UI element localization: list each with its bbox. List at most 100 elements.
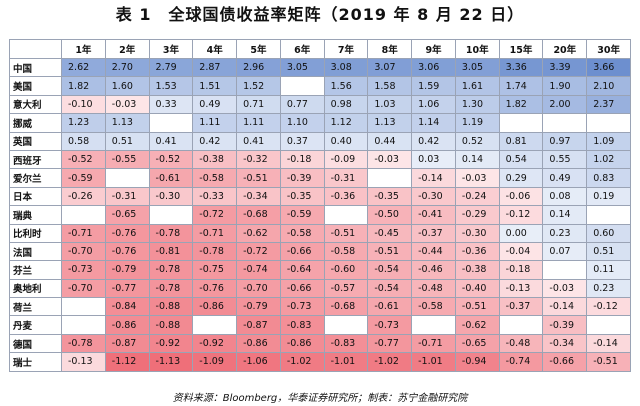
yield-cell: -0.71 — [411, 333, 456, 354]
yield-cell — [323, 205, 369, 225]
yield-cell: -1.12 — [104, 352, 150, 372]
yield-cell: -0.74 — [498, 352, 544, 372]
yield-cell: -0.60 — [323, 260, 369, 280]
yield-cell: 1.30 — [454, 94, 500, 115]
yield-cell: 1.14 — [411, 113, 456, 133]
yield-cell: -0.61 — [367, 297, 413, 317]
yield-cell: -0.78 — [148, 260, 194, 280]
yield-cell — [542, 113, 588, 133]
yield-cell: 0.44 — [367, 131, 413, 151]
yield-cell: -0.65 — [104, 205, 150, 225]
column-header: 6年 — [279, 39, 325, 59]
table-row: 瑞士 -0.13 -1.12 -1.13 -1.09 -1.06 -1.02 -1.01 -1.… — [9, 352, 631, 372]
yield-cell: -0.45 — [367, 223, 413, 243]
yield-cell: -0.73 — [61, 260, 106, 280]
yield-cell — [586, 205, 631, 225]
row-country-label: 丹麦 — [9, 315, 62, 335]
yield-cell — [279, 76, 325, 96]
yield-cell: 0.97 — [542, 131, 588, 151]
yield-cell: -0.77 — [367, 333, 413, 354]
column-header: 10年 — [454, 39, 500, 59]
table-row: 中国 2.62 2.70 2.79 2.87 2.96 3.05 3.08 3.07 3.06 3.… — [9, 57, 631, 78]
header-corner — [9, 39, 62, 59]
row-country-label: 奥地利 — [9, 278, 62, 299]
yield-cell: 0.49 — [542, 168, 588, 188]
yield-cell: -0.86 — [279, 333, 325, 354]
yield-cell: 1.51 — [192, 76, 238, 96]
yield-cell: 3.07 — [367, 57, 413, 78]
yield-cell: -0.24 — [454, 186, 500, 207]
yield-cell: -0.55 — [104, 149, 150, 170]
yield-cell: 0.51 — [586, 241, 631, 262]
yield-cell: -0.59 — [279, 205, 325, 225]
column-header: 7年 — [323, 39, 369, 59]
yield-cell: -0.70 — [236, 278, 281, 299]
yield-cell: -0.38 — [192, 149, 238, 170]
yield-cell: -0.87 — [104, 333, 150, 354]
column-header: 20年 — [542, 39, 588, 59]
table-row: 丹麦 -0.86 -0.88 -0.87 -0.83 -0.73 -0.62 -0.39 — [9, 315, 631, 335]
yield-cell: 1.23 — [61, 113, 106, 133]
table-row: 荷兰 -0.84 -0.88 -0.86 -0.79 -0.73 -0.68 -0.61 -0.… — [9, 297, 631, 317]
yield-cell: -0.26 — [61, 186, 106, 207]
yield-cell — [498, 315, 544, 335]
yield-cell — [586, 315, 631, 335]
yield-cell: 0.58 — [61, 131, 106, 151]
table-body: 中国 2.62 2.70 2.79 2.87 2.96 3.05 3.08 3.07 3.06 3.… — [9, 57, 631, 372]
yield-cell: 0.19 — [586, 186, 631, 207]
yield-cell: -0.58 — [323, 241, 369, 262]
column-header: 8年 — [367, 39, 413, 59]
yield-cell: -0.30 — [411, 186, 456, 207]
row-country-label: 瑞典 — [9, 205, 62, 225]
yield-cell: 3.39 — [542, 57, 588, 78]
yield-cell: -0.38 — [454, 260, 500, 280]
yield-cell: -0.03 — [104, 94, 150, 115]
yield-cell: -0.54 — [367, 278, 413, 299]
yield-cell: -0.40 — [454, 278, 500, 299]
yield-cell: 0.40 — [323, 131, 369, 151]
yield-cell: 2.79 — [148, 57, 194, 78]
row-country-label: 日本 — [9, 186, 62, 207]
yield-cell: -1.06 — [236, 352, 281, 372]
yield-cell: 0.23 — [586, 278, 631, 299]
yield-cell: -0.14 — [586, 333, 631, 354]
yield-cell: -0.76 — [104, 241, 150, 262]
yield-cell — [411, 315, 456, 335]
table-row: 意大利 -0.10 -0.03 0.33 0.49 0.71 0.77 0.98 1.03 1.0… — [9, 94, 631, 115]
yield-cell: -0.18 — [279, 149, 325, 170]
yield-cell: 0.41 — [236, 131, 281, 151]
yield-cell: -0.84 — [104, 297, 150, 317]
yield-cell: -0.87 — [236, 315, 281, 335]
yield-cell: 1.60 — [104, 76, 150, 96]
table-row: 法国 -0.70 -0.76 -0.81 -0.78 -0.72 -0.66 -0.58 -0.… — [9, 241, 631, 262]
yield-cell — [148, 205, 194, 225]
yield-cell: -0.58 — [192, 168, 238, 188]
yield-cell: -0.92 — [192, 333, 238, 354]
yield-cell: -0.30 — [454, 223, 500, 243]
yield-cell: 1.13 — [367, 113, 413, 133]
yield-cell: -0.78 — [148, 223, 194, 243]
row-country-label: 德国 — [9, 333, 62, 354]
row-country-label: 荷兰 — [9, 297, 62, 317]
yield-cell: 3.36 — [498, 57, 544, 78]
yield-cell: -1.01 — [411, 352, 456, 372]
yield-cell: 1.90 — [542, 76, 588, 96]
yield-cell: 2.87 — [192, 57, 238, 78]
yield-cell: -0.57 — [323, 278, 369, 299]
yield-cell: -0.66 — [542, 352, 588, 372]
yield-cell: 0.49 — [192, 94, 238, 115]
yield-cell: -0.09 — [323, 149, 369, 170]
yield-cell: 0.71 — [236, 94, 281, 115]
yield-cell: -0.92 — [148, 333, 194, 354]
yield-cell: 3.05 — [454, 57, 500, 78]
yield-cell: 1.74 — [498, 76, 544, 96]
yield-cell: -0.86 — [104, 315, 150, 335]
yield-cell: -0.83 — [279, 315, 325, 335]
yield-cell: 1.61 — [454, 76, 500, 96]
yield-cell: -0.83 — [323, 333, 369, 354]
row-country-label: 挪威 — [9, 113, 62, 133]
yield-cell: 2.10 — [586, 76, 631, 96]
yield-cell: -0.54 — [367, 260, 413, 280]
yield-cell: -0.78 — [61, 333, 106, 354]
yield-cell: -0.51 — [236, 168, 281, 188]
